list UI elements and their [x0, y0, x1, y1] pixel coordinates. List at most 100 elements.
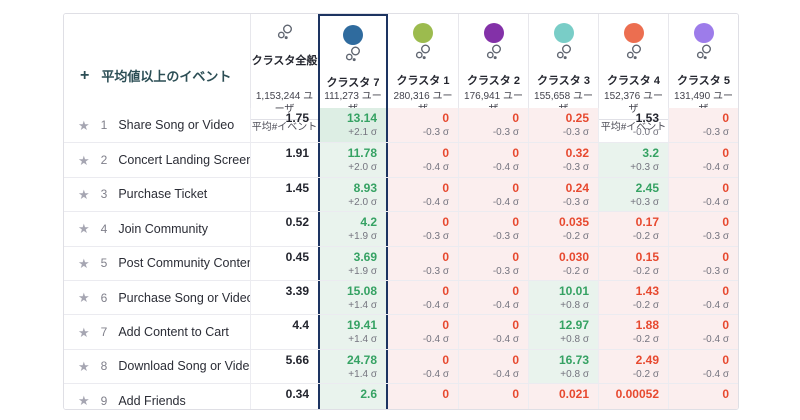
overall-value-cell: 0.52: [250, 212, 318, 246]
event-rank: 2: [100, 153, 108, 168]
cell-value: 0: [442, 352, 449, 367]
overall-value-cell: 1.45: [250, 177, 318, 212]
star-icon[interactable]: ★: [78, 117, 90, 133]
cluster-value-cell: 0.25 -0.3 σ: [528, 108, 598, 143]
cell-sigma: -0.3 σ: [562, 196, 589, 208]
cluster-value-cell: 2.6: [318, 384, 388, 409]
event-cell[interactable]: ★ 8 Download Song or Video: [64, 350, 250, 383]
overall-value-cell: 0.45: [250, 246, 318, 280]
cell-sigma: -0.4 σ: [492, 334, 519, 346]
cluster-color-dot: [483, 23, 504, 43]
cluster-bubbles-icon: [624, 43, 644, 63]
cell-value: 19.41: [346, 318, 377, 333]
star-icon[interactable]: ★: [78, 290, 90, 306]
event-cell[interactable]: ★ 7 Add Content to Cart: [64, 315, 250, 348]
cluster-column-header[interactable]: クラスタ全般 1,153,244 ユーザ 平均#イベント: [250, 14, 318, 137]
cell-value: 0: [512, 146, 519, 161]
cell-sigma: +1.4 σ: [348, 299, 377, 311]
event-rank: 6: [100, 290, 108, 305]
cell-sigma: -0.3 σ: [422, 231, 449, 243]
event-cell[interactable]: ★ 3 Purchase Ticket: [64, 178, 250, 211]
cell-sigma: +2.1 σ: [348, 127, 377, 138]
cluster-value-cell: 0 -0.4 σ: [388, 349, 458, 384]
cell-sigma: -0.4 σ: [702, 368, 729, 380]
cell-value: 0.32: [565, 146, 589, 161]
event-cell[interactable]: ★ 6 Purchase Song or Video: [64, 281, 250, 314]
cluster-value-cell: 2.49 -0.2 σ: [598, 349, 668, 384]
cell-value: 2.49: [635, 352, 659, 367]
cell-sigma: -0.3 σ: [702, 265, 729, 277]
table-row: ★ 5 Post Community Content 0.45 3.69 +1.9…: [64, 245, 738, 280]
cell-sigma: -0.4 σ: [422, 162, 449, 174]
avg-events-label: 平均#イベント: [599, 119, 668, 137]
cluster-name: クラスタ全般: [251, 55, 318, 67]
cluster-value-cell: 0 -0.3 σ: [388, 108, 458, 143]
cluster-value-cell: 0 -0.4 σ: [458, 177, 528, 212]
cell-value: 0: [722, 352, 729, 367]
cell-value: 1.53: [635, 111, 659, 125]
cell-value: 12.97: [558, 318, 589, 333]
cell-sigma: +1.9 σ: [348, 231, 377, 243]
cluster-value-cell: 0 -0.4 σ: [668, 143, 738, 177]
header-row: + 平均値以上のイベント クラスタ全般 1,153,244 ユーザ 平均#イベン…: [64, 14, 738, 137]
star-icon[interactable]: ★: [78, 152, 90, 168]
cell-value: 15.08: [346, 283, 377, 298]
cell-value: 0: [442, 180, 449, 195]
cell-value: 0: [722, 249, 729, 264]
cell-value: 8.93: [353, 180, 377, 195]
event-name: Add Friends: [118, 393, 186, 408]
event-name: Purchase Ticket: [118, 187, 208, 202]
star-icon[interactable]: ★: [78, 324, 90, 340]
cluster-value-cell: 0 -0.3 σ: [458, 108, 528, 143]
cluster-column-header[interactable]: クラスタ 4 152,376 ユーザ 平均#イベント: [598, 14, 668, 137]
cell-value: 0: [442, 283, 449, 298]
star-icon[interactable]: ★: [78, 393, 90, 409]
cell-value: 0.24: [565, 180, 589, 195]
cluster-value-cell: 0: [458, 384, 528, 409]
event-rank: 7: [100, 325, 108, 340]
cell-value: 0: [442, 387, 449, 402]
cell-sigma: +0.8 σ: [560, 299, 589, 311]
cell-sigma: -0.3 σ: [702, 231, 729, 243]
overall-value: 0.52: [285, 215, 309, 230]
cluster-value-cell: 0.021: [528, 384, 598, 409]
event-cell[interactable]: ★ 4 Join Community: [64, 212, 250, 245]
table-row: ★ 8 Download Song or Video 5.66 24.78 +1.…: [64, 348, 738, 384]
cluster-value-cell: 0 -0.3 σ: [458, 212, 528, 246]
event-name: Add Content to Cart: [118, 325, 229, 340]
cell-value: 0: [512, 215, 519, 230]
cell-value: 3.69: [353, 249, 377, 264]
cluster-value-cell: 1.53 -0.0 σ: [598, 108, 668, 143]
cell-value: 24.78: [346, 352, 377, 367]
star-icon[interactable]: ★: [78, 221, 90, 237]
star-icon[interactable]: ★: [78, 358, 90, 374]
cell-sigma: +1.9 σ: [348, 265, 377, 277]
star-icon[interactable]: ★: [78, 255, 90, 271]
cluster-value-cell: 0.17 -0.2 σ: [598, 212, 668, 246]
cluster-value-cell: 0 -0.4 σ: [388, 177, 458, 212]
cluster-name: クラスタ 3: [537, 75, 590, 87]
cell-sigma: -0.2 σ: [562, 265, 589, 277]
cluster-header-top: クラスタ 7 111,273 ユーザ: [320, 16, 386, 119]
event-cell[interactable]: ★ 9 Add Friends: [64, 384, 250, 409]
cell-value: 16.73: [558, 352, 589, 367]
event-cell[interactable]: ★ 2 Concert Landing Screen: [64, 143, 250, 176]
cell-value: 0: [722, 215, 729, 230]
cell-sigma: +0.3 σ: [630, 162, 659, 174]
table-row: ★ 1 Share Song or Video 1.75 13.14 +2.1 σ…: [64, 108, 738, 143]
event-cell[interactable]: ★ 5 Post Community Content: [64, 247, 250, 280]
add-event-filter[interactable]: + 平均値以上のイベント: [64, 66, 250, 85]
cell-sigma: +1.4 σ: [348, 368, 377, 380]
cell-sigma: -0.4 σ: [422, 334, 449, 346]
cluster-value-cell: 0: [388, 384, 458, 409]
cell-sigma: -0.2 σ: [632, 334, 659, 346]
event-cell[interactable]: ★ 1 Share Song or Video: [64, 108, 250, 142]
cell-value: 10.01: [558, 283, 589, 298]
cell-value: 0.035: [558, 215, 589, 230]
cell-sigma: -0.3 σ: [492, 231, 519, 243]
star-icon[interactable]: ★: [78, 186, 90, 202]
cluster-value-cell: 0 -0.4 σ: [458, 143, 528, 177]
cell-sigma: -0.4 σ: [702, 196, 729, 208]
overall-value: 3.39: [285, 283, 309, 298]
cell-sigma: -0.3 σ: [422, 127, 449, 138]
